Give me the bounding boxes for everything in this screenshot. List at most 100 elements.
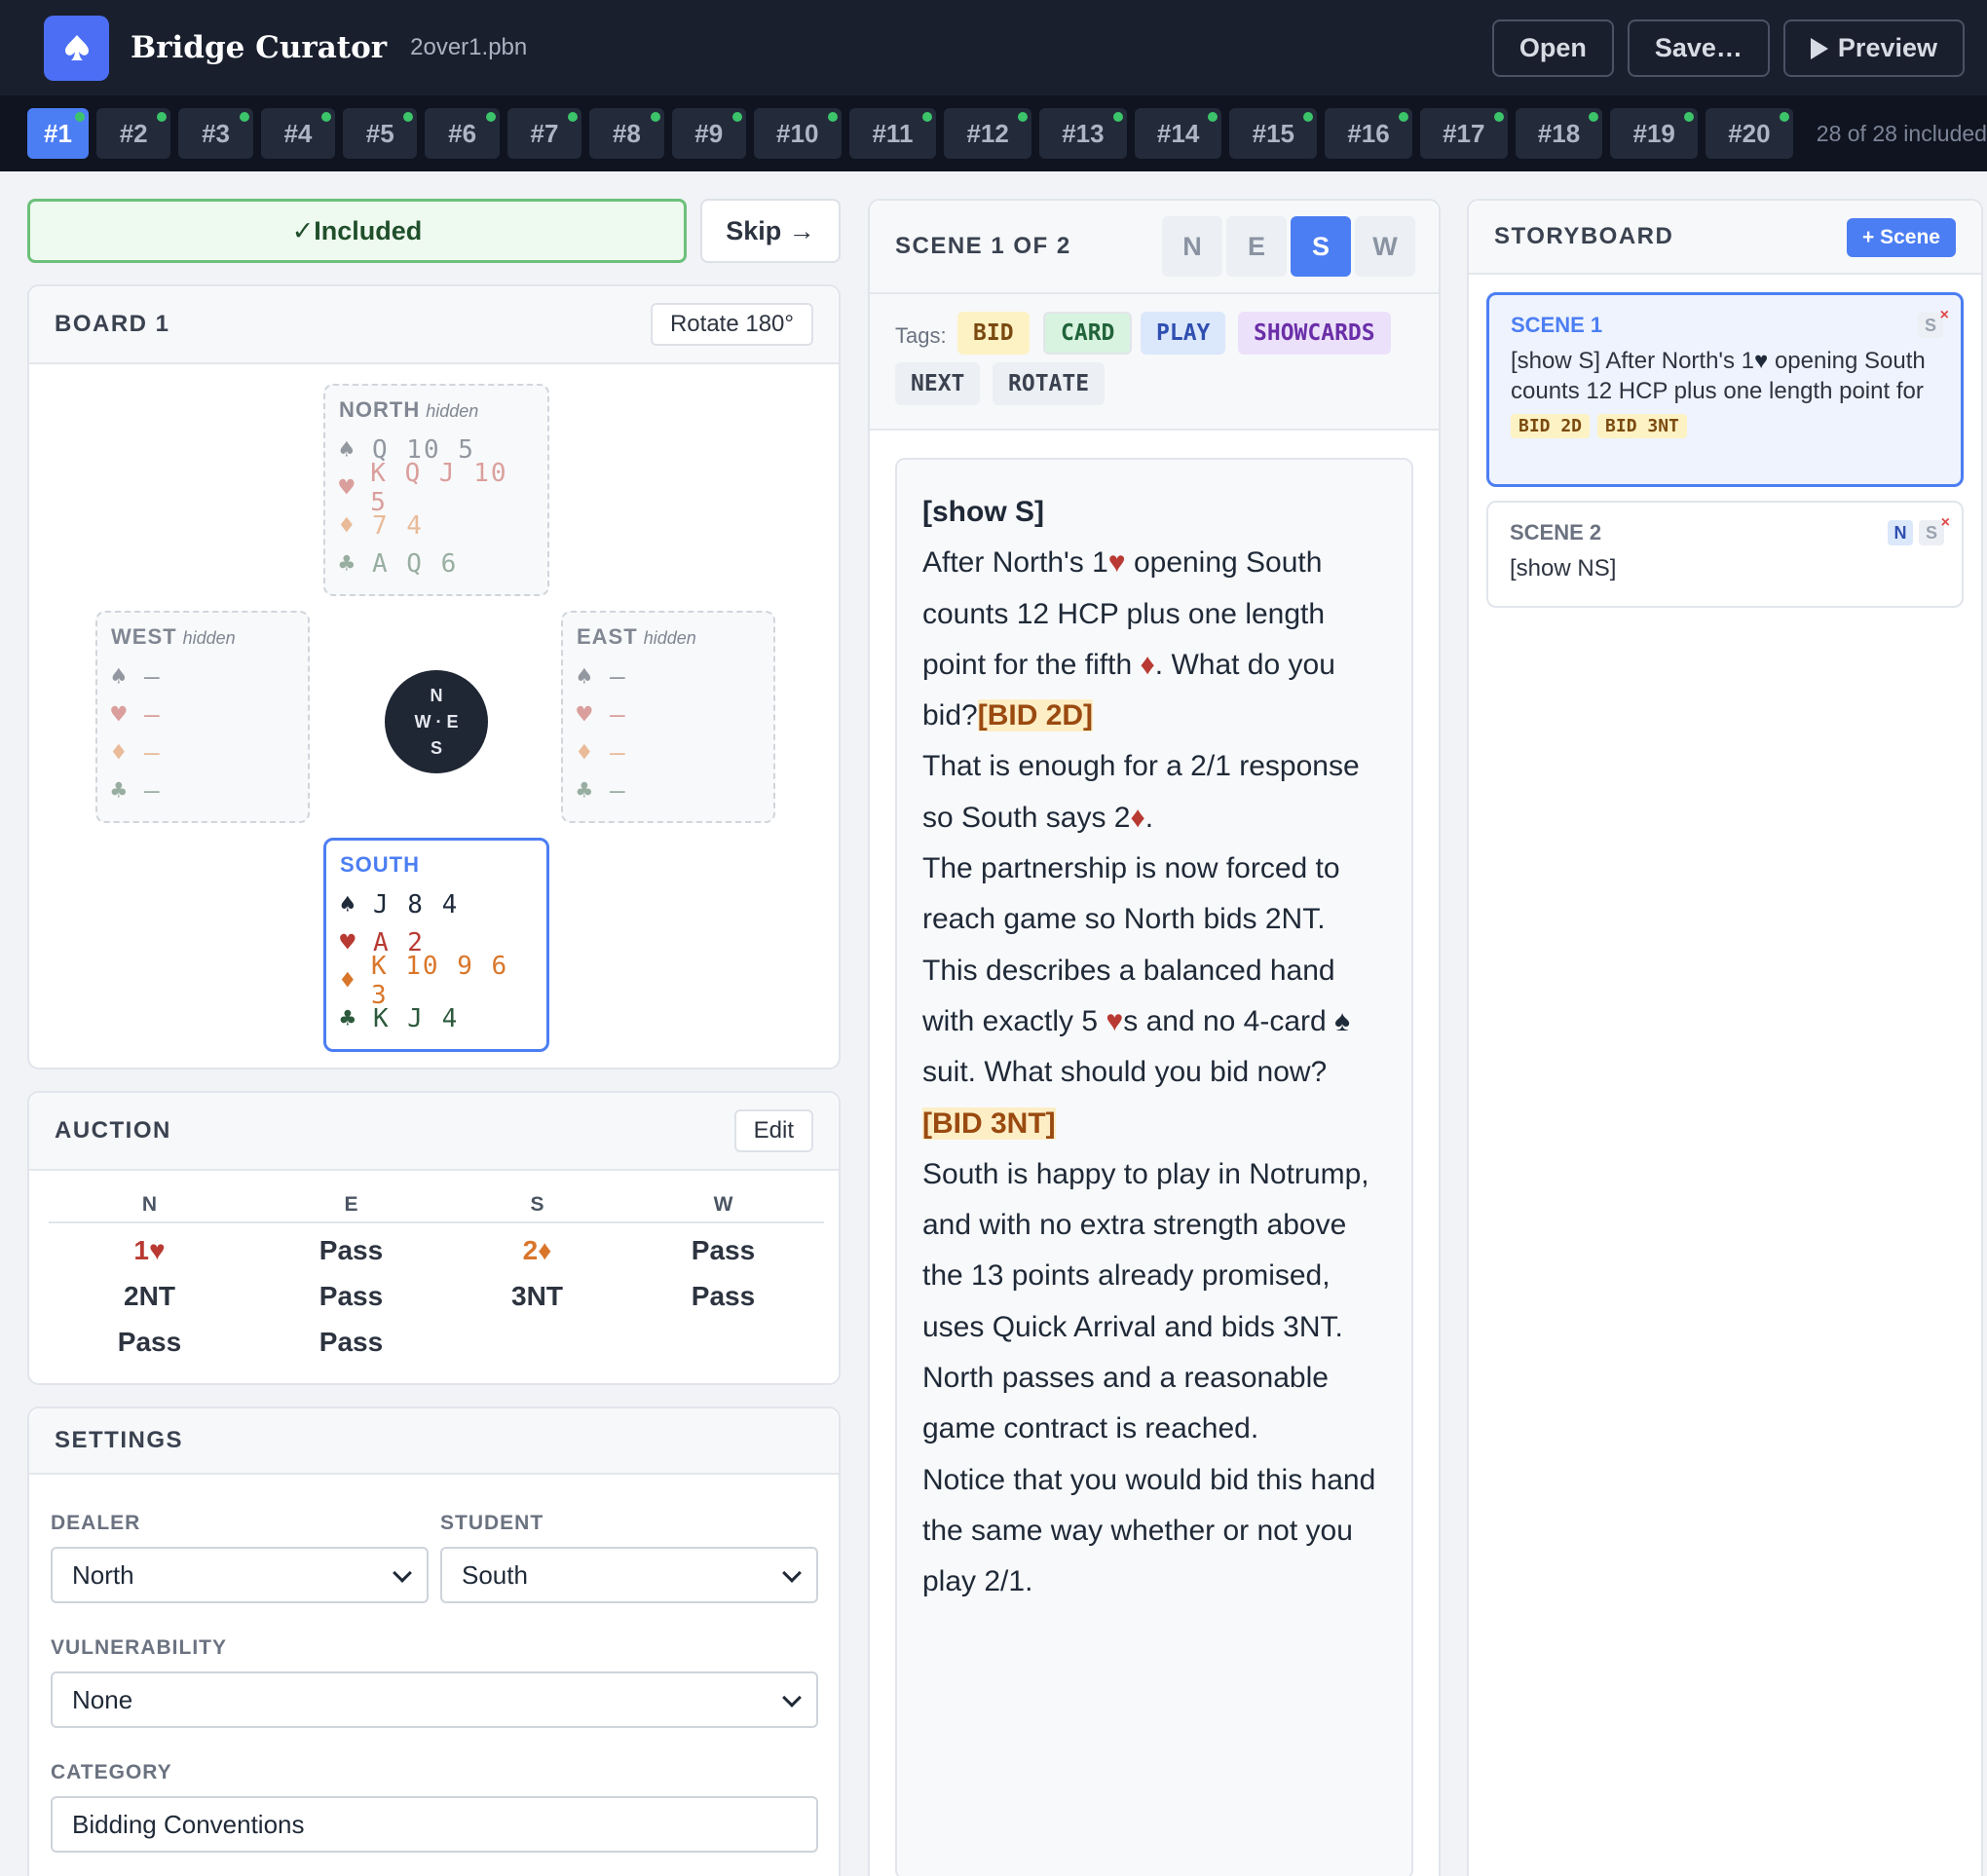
included-dot-icon [1018, 112, 1029, 122]
board-tab[interactable]: #9 [671, 108, 746, 159]
board-tab[interactable]: #6 [425, 108, 500, 159]
spade-icon: ♠ [577, 661, 592, 692]
close-icon[interactable]: × [1940, 514, 1950, 531]
category-label: CATEGORY [51, 1761, 172, 1783]
included-count: 28 of 28 included [1816, 120, 1987, 146]
diamond-icon: ♦ [1130, 801, 1145, 834]
seat-button-e[interactable]: E [1226, 216, 1287, 277]
tag-rotate-button[interactable]: ROTATE [993, 362, 1106, 405]
included-toggle[interactable]: ✓Included [27, 199, 687, 263]
auction-column-header: S [530, 1193, 544, 1216]
north-hearts: K Q J 10 5 [370, 458, 508, 517]
skip-button[interactable]: Skip → [700, 199, 841, 263]
play-icon [1810, 37, 1828, 59]
east-clubs: — [610, 775, 627, 806]
board-tab[interactable]: #1 [27, 108, 89, 159]
auction-call: Pass [319, 1280, 384, 1311]
diamond-icon: ♦ [1140, 648, 1155, 681]
heart-icon: ♥ [111, 699, 127, 730]
heart-icon: ♥ [1106, 1004, 1124, 1037]
board-tab[interactable]: #19 [1610, 108, 1699, 159]
chevron-down-icon [393, 1563, 412, 1583]
west-clubs: — [144, 775, 162, 806]
scene-1-seat-s[interactable]: S × [1918, 307, 1949, 338]
scene-card-2[interactable]: SCENE 2 [show NS] N S × [1486, 501, 1964, 608]
north-clubs: A Q 6 [372, 548, 459, 579]
included-dot-icon [1779, 112, 1789, 122]
scene-2-seat-n[interactable]: N [1888, 520, 1913, 545]
tags-bar: Tags: BID CARD PLAY SHOWCARDS NEXT ROTAT… [870, 294, 1439, 431]
tag-showcards-button[interactable]: SHOWCARDS [1238, 312, 1391, 355]
auction-call: Pass [319, 1234, 384, 1265]
board-tab[interactable]: #14 [1134, 108, 1222, 159]
paragraph-1: After North's 1♥ opening South counts 12… [922, 546, 1335, 732]
board-tab[interactable]: #3 [178, 108, 253, 159]
auction-column-header: N [141, 1193, 158, 1216]
tag-play-button[interactable]: PLAY [1141, 312, 1226, 355]
auction-call: 3NT [511, 1280, 563, 1311]
board-tab[interactable]: #17 [1419, 108, 1508, 159]
storyboard-panel: STORYBOARD + Scene SCENE 1 [show S] Afte… [1467, 199, 1983, 1876]
board-tab[interactable]: #18 [1515, 108, 1603, 159]
bid-marker-2d: [BID 2D] [977, 699, 1094, 732]
seat-button-w[interactable]: W [1355, 216, 1415, 277]
auction-panel: AUCTION Edit N E S W 1♥ Pass 2♦ Pass 2NT Pass 3NT… [27, 1091, 841, 1385]
diamond-icon: ♦ [340, 965, 356, 995]
add-scene-button[interactable]: + Scene [1847, 218, 1956, 257]
board-tab[interactable]: #13 [1039, 108, 1127, 159]
scene-1-name: SCENE 1 [1511, 313, 1603, 337]
club-icon: ♣ [577, 775, 592, 806]
board-tab[interactable]: #2 [96, 108, 171, 159]
board-tab[interactable]: #16 [1325, 108, 1412, 159]
board-tabs: #1 #2 #3 #4 #5 #6 #7 #8 #9 #10 #11 #12 #13 #14 #15 #16 #… [0, 95, 1987, 171]
tag-next-button[interactable]: NEXT [895, 362, 981, 405]
board-tab[interactable]: #15 [1229, 108, 1318, 159]
seat-button-s[interactable]: S [1291, 216, 1351, 277]
save-button[interactable]: Save… [1627, 19, 1770, 77]
preview-label: Preview [1837, 33, 1937, 62]
board-tab[interactable]: #5 [343, 108, 418, 159]
north-diamonds: 7 4 [372, 510, 424, 541]
board-tab[interactable]: #8 [589, 108, 664, 159]
scene-text-editor[interactable]: [show S] After North's 1♥ opening South … [895, 458, 1413, 1876]
edit-auction-button[interactable]: Edit [733, 1109, 813, 1152]
open-button[interactable]: Open [1491, 19, 1614, 77]
club-icon: ♣ [111, 775, 127, 806]
board-title: BOARD 1 [55, 311, 170, 337]
board-tab[interactable]: #4 [260, 108, 336, 159]
bid-marker-3nt: [BID 3NT] [922, 1107, 1056, 1140]
scene-title: SCENE 1 OF 2 [895, 233, 1071, 259]
west-hand: WEST hidden ♠ — ♥ — ♦ — ♣ — [95, 611, 310, 823]
board-tab[interactable]: #10 [753, 108, 842, 159]
seat-button-n[interactable]: N [1162, 216, 1222, 277]
south-diamonds: K 10 9 6 3 [370, 951, 509, 1010]
preview-button[interactable]: Preview [1782, 19, 1965, 77]
app-title: Bridge Curator [131, 30, 388, 65]
student-value: South [462, 1559, 528, 1590]
category-input[interactable]: Bidding Conventions [51, 1796, 818, 1853]
vulnerability-value: None [72, 1684, 133, 1714]
scene-1-tag: BID 3NT [1597, 414, 1687, 438]
close-icon[interactable]: × [1939, 307, 1949, 323]
board-tab[interactable]: #20 [1706, 108, 1793, 159]
board-tab[interactable]: #11 [848, 108, 937, 159]
rotate-button[interactable]: Rotate 180° [650, 303, 813, 346]
board-tab[interactable]: #12 [944, 108, 1032, 159]
dealer-select[interactable]: North [51, 1547, 429, 1603]
included-dot-icon [1493, 112, 1504, 122]
vulnerability-select[interactable]: None [51, 1671, 818, 1728]
included-dot-icon [1684, 112, 1695, 122]
scene-card-1[interactable]: SCENE 1 [show S] After North's 1♥ openin… [1486, 292, 1964, 487]
included-dot-icon [403, 112, 414, 122]
student-select[interactable]: South [440, 1547, 818, 1603]
south-clubs: K J 4 [373, 1003, 460, 1033]
scene-2-seat-s[interactable]: S × [1919, 514, 1950, 545]
board-tab[interactable]: #7 [506, 108, 582, 159]
tag-bid-button[interactable]: BID [957, 312, 1030, 355]
vulnerability-label: VULNERABILITY [51, 1636, 227, 1659]
included-dot-icon [827, 112, 838, 122]
included-dot-icon [239, 112, 249, 122]
included-dot-icon [1303, 112, 1314, 122]
tag-card-button[interactable]: CARD [1043, 312, 1133, 355]
